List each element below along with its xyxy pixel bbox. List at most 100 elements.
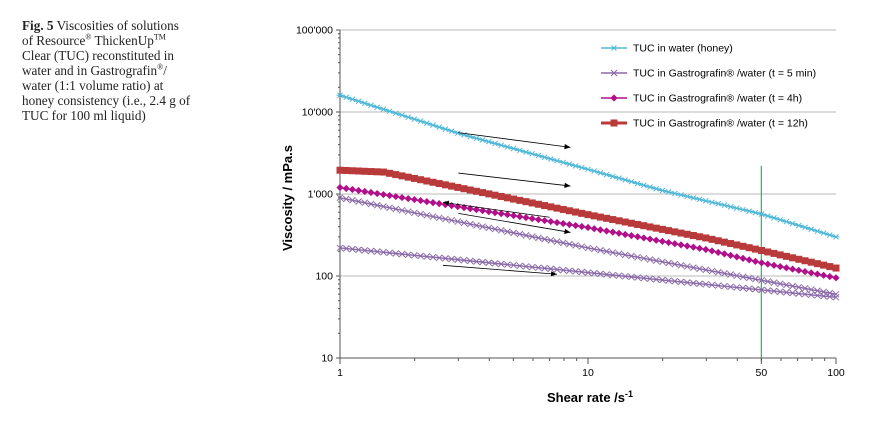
x-tick-label-1: 10 — [582, 367, 594, 379]
series-4-point — [752, 275, 759, 283]
series-4-point — [584, 244, 592, 252]
series-4-point — [535, 234, 542, 242]
series-4-point — [442, 215, 449, 223]
y-tick-label-1: 100 — [315, 271, 333, 283]
series-3-point — [392, 171, 400, 179]
series-2-point — [807, 269, 815, 277]
series-2-point — [646, 235, 654, 243]
series-0-point — [789, 220, 797, 227]
series-3-point — [590, 212, 598, 220]
series-1-point — [541, 264, 548, 272]
series-3-point — [652, 224, 660, 232]
series-4-point — [640, 254, 648, 262]
series-0-point — [417, 118, 425, 125]
series-0-point — [720, 202, 728, 209]
series-2-point — [417, 196, 425, 205]
series-4-point — [677, 261, 685, 269]
series-4-point — [814, 287, 821, 295]
series-0-point — [813, 228, 821, 235]
series-4-point — [801, 285, 809, 292]
series-3-point — [565, 207, 573, 215]
series-3-point — [739, 242, 747, 250]
series-3-point — [578, 209, 586, 217]
legend-entry-0: TUC in water (honey) — [601, 43, 733, 55]
series-4-point — [485, 224, 493, 232]
series-2-point — [789, 265, 797, 273]
series-0-point — [423, 120, 431, 127]
series-4-point — [553, 238, 561, 246]
series-2-point — [590, 225, 598, 233]
series-0-point — [485, 138, 493, 145]
series-3-point — [460, 185, 468, 193]
series-4-point — [696, 265, 703, 273]
series-1-point — [491, 259, 499, 267]
series-4-point — [702, 266, 710, 274]
series-1-point — [708, 281, 716, 289]
series-2-point — [696, 244, 704, 252]
legend-entry-1: TUC in Gastrografin® /water (t = 5 min) — [601, 68, 816, 80]
series-3-point — [516, 196, 524, 204]
arrow-shaft — [458, 132, 571, 148]
series-4-point — [460, 219, 468, 227]
series-1-point — [814, 292, 821, 299]
series-3-point — [348, 167, 356, 175]
series-3-point — [671, 228, 679, 236]
series-2-point — [776, 262, 784, 271]
series-4-point — [609, 249, 617, 256]
caption-line-2b: ThickenUp — [91, 33, 154, 48]
arrow-shaft — [458, 172, 571, 187]
series-3-point — [820, 261, 828, 269]
series-3-point — [596, 213, 604, 221]
legend-swatch-marker — [610, 45, 618, 51]
series-0-point — [361, 100, 369, 107]
series-3-point — [429, 178, 437, 186]
series-0-point — [466, 133, 474, 140]
series-0-point — [559, 159, 567, 166]
legend-swatch-marker — [610, 94, 618, 102]
series-4-point — [423, 211, 431, 219]
caption-line-1: Viscosities of solutions — [56, 18, 179, 33]
series-1-point — [714, 282, 722, 289]
series-2-point — [572, 221, 580, 230]
series-3-point — [584, 211, 592, 219]
series-2-point — [615, 229, 623, 237]
series-4-point — [473, 221, 480, 229]
series-0-point — [565, 161, 573, 168]
y-tick-label-0: 10 — [321, 353, 333, 365]
series-1-point — [559, 266, 567, 274]
legend-label-2: TUC in Gastrografin® /water (t = 4h) — [633, 93, 802, 105]
series-3-point — [658, 225, 666, 233]
series-4-point — [776, 280, 784, 288]
legend-entry-3: TUC in Gastrografin® /water (t = 12h) — [601, 118, 808, 130]
series-1-point — [696, 280, 703, 288]
series-1-point — [429, 253, 437, 261]
series-2-point — [404, 194, 412, 203]
series-2-point — [553, 218, 561, 227]
series-2-point — [826, 272, 834, 281]
annotation-layer — [442, 132, 571, 277]
series-2-point — [795, 266, 803, 274]
series-0-point — [547, 156, 555, 162]
caption-line-5: water (1:1 volume ratio) at — [22, 78, 164, 93]
series-1-point — [758, 286, 765, 294]
series-0-point — [714, 200, 722, 207]
series-3-point — [503, 194, 511, 202]
series-4-point — [572, 242, 579, 249]
series-0-point — [410, 116, 418, 123]
series-3-point — [609, 216, 617, 224]
series-3-point — [417, 176, 425, 184]
series-3-point — [547, 203, 555, 211]
series-2-point — [423, 197, 431, 206]
series-2-point — [689, 243, 697, 251]
series-3-point — [807, 258, 815, 266]
series-1-point — [473, 258, 480, 265]
series-1-point — [702, 280, 710, 288]
series-2-point — [739, 254, 747, 262]
series-4-point — [783, 281, 790, 289]
series-1-point — [442, 255, 449, 262]
series-1-point — [572, 268, 579, 275]
series-1-point — [504, 261, 511, 268]
series-4-point — [435, 214, 443, 222]
legend-swatch-marker — [610, 119, 618, 127]
series-0-point — [832, 234, 840, 240]
